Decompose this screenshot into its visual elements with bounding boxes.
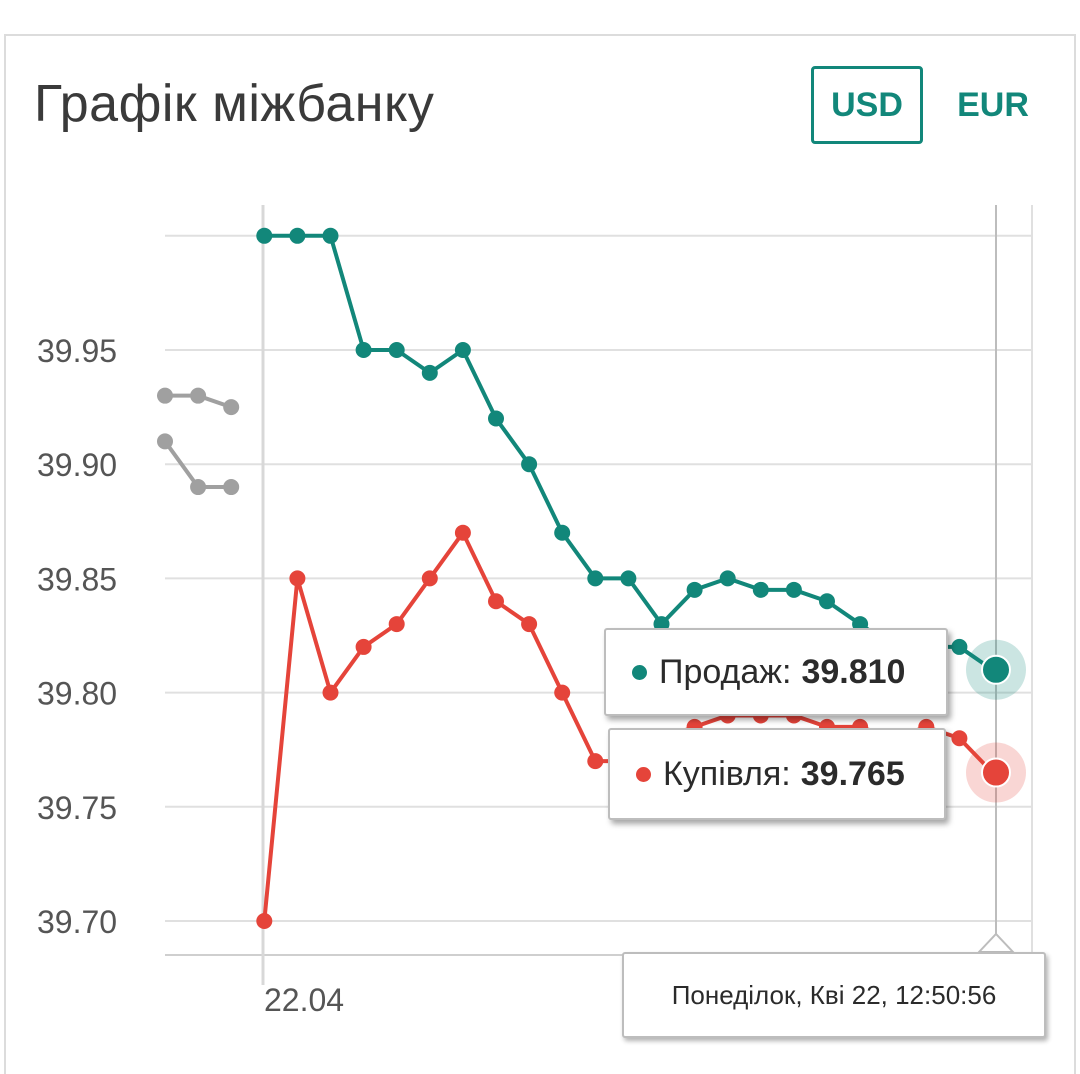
sell-data-point [256,227,273,244]
sell-data-point [388,342,405,358]
sell-data-point [322,227,339,244]
y-tick-label: 39.95 [37,333,117,369]
buy-data-point [256,913,273,929]
eur-button[interactable]: EUR [957,85,1029,124]
buy-value: 39.765 [800,754,905,793]
sell-data-point [289,227,306,244]
date-tooltip-pointer [976,932,1016,953]
usd-button[interactable]: USD [811,66,923,144]
sell-data-point [819,593,835,610]
buy-data-point [521,616,538,633]
previous-sell-data-point [157,387,173,404]
y-tick-label: 39.85 [37,561,117,597]
chart-card [4,34,1076,1074]
sell-data-point [752,581,769,598]
buy-data-point [488,593,504,610]
buy-data-point [587,753,604,770]
sell-value: 39.810 [801,652,906,691]
buy-data-point [289,570,306,587]
sell-data-point [521,456,538,473]
sell-highlight-point [981,654,1011,685]
sell-data-point [951,638,968,655]
sell-data-point [719,570,736,587]
tooltip-buy: Купівля: 39.765 [608,728,946,820]
sell-data-point [454,342,471,358]
y-tick-label: 39.75 [37,790,117,826]
previous-buy-data-point [157,433,173,450]
buy-data-point [421,570,438,587]
page-title: Графік міжбанку [34,75,435,133]
buy-label: Купівля: [663,754,791,793]
sell-data-point [620,570,637,587]
sell-data-point [488,410,504,427]
sell-legend-dot [632,664,647,680]
sell-series-line [264,233,994,672]
sell-data-point [554,524,571,541]
buy-data-point [322,684,339,701]
sell-label: Продаж: [659,652,792,691]
previous-sell-data-point [190,387,207,404]
previous-sell-data-point [223,399,240,416]
previous-buy-data-point [190,479,207,496]
sell-data-point [421,364,438,381]
sell-data-point [355,342,372,358]
sell-data-point [785,581,802,598]
buy-highlight-point [981,757,1011,788]
x-tick-label: 22.04 [264,982,344,1018]
buy-data-point [554,684,571,701]
y-tick-label: 39.80 [37,676,117,712]
sell-data-point [686,581,703,598]
buy-data-point [454,524,471,541]
y-tick-label: 39.70 [37,904,117,940]
buy-data-point [388,616,405,633]
buy-legend-dot [636,766,651,782]
buy-data-point [951,730,968,747]
tooltip-date: Понеділок, Кві 22, 12:50:56 [622,952,1046,1038]
previous-buy-data-point [223,479,240,496]
tooltip-sell: Продаж: 39.810 [604,628,948,716]
buy-data-point [355,638,372,655]
sell-data-point [587,570,604,587]
buy-series-line [262,530,994,922]
y-tick-label: 39.90 [37,447,117,483]
